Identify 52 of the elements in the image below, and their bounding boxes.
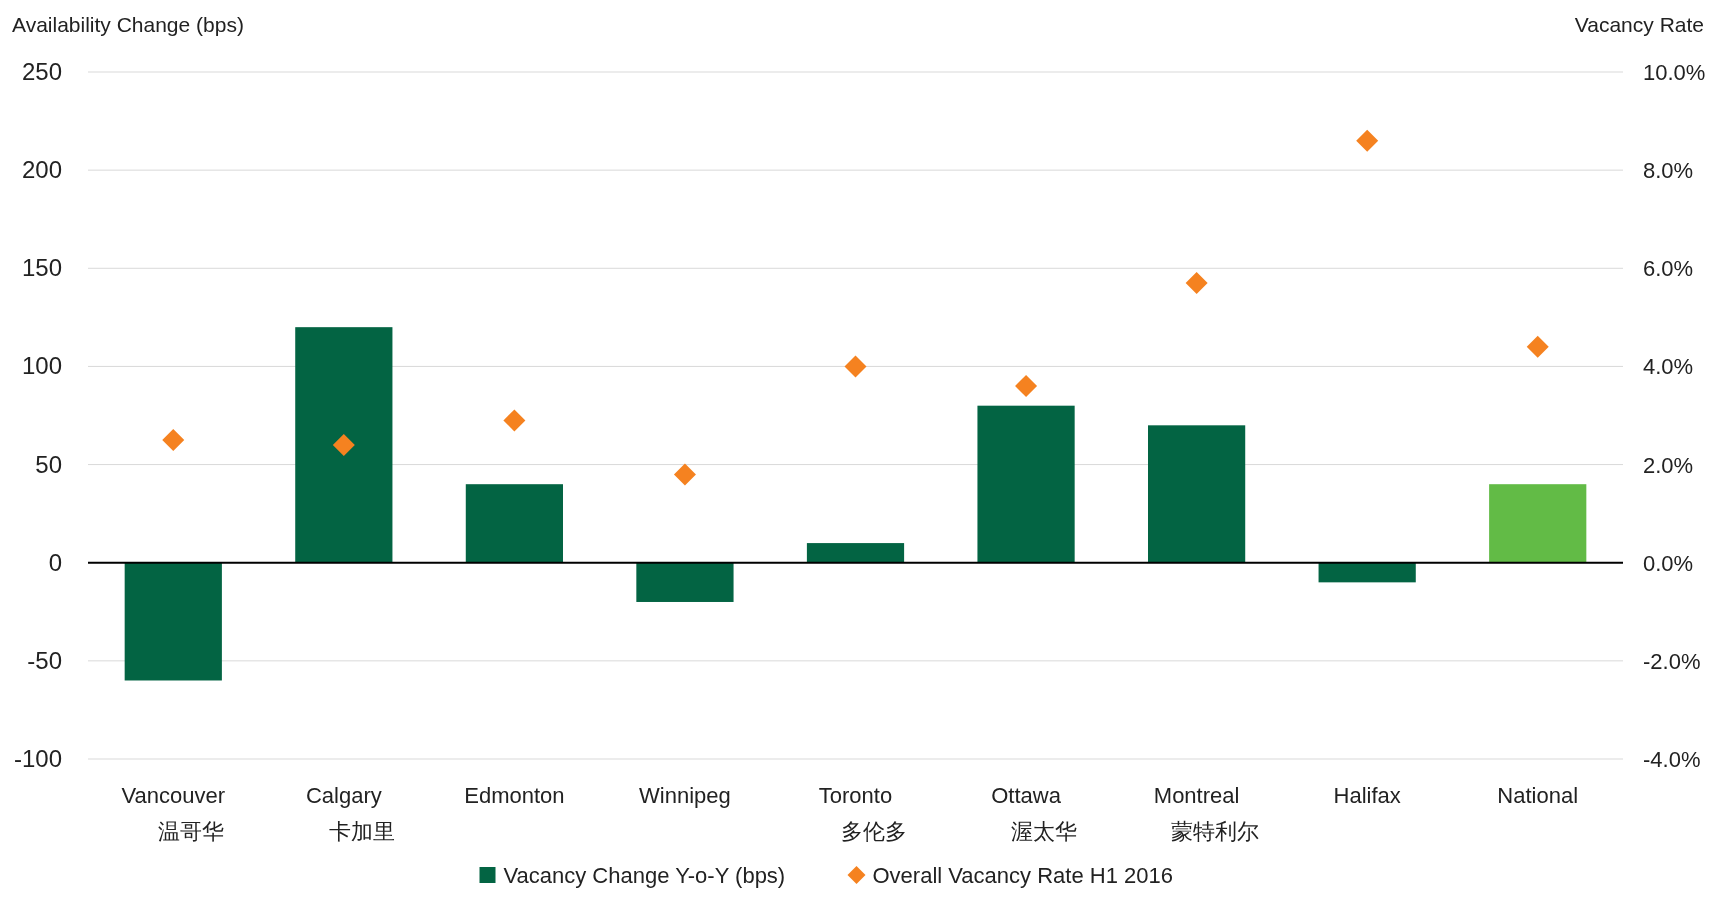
point xyxy=(1526,335,1549,358)
legend-label: Vacancy Change Y-o-Y (bps) xyxy=(503,863,786,888)
category: Ottawa xyxy=(991,783,1061,808)
bar xyxy=(295,327,393,563)
y2tick: 8.0% xyxy=(1643,158,1694,184)
y2label: Vacancy Rate xyxy=(1574,13,1704,36)
bar xyxy=(465,484,563,563)
ytick: 50 xyxy=(35,450,62,478)
category: Vancouver xyxy=(121,783,226,808)
point xyxy=(503,409,526,432)
bar xyxy=(977,405,1075,563)
ytick: 100 xyxy=(21,352,62,380)
bar xyxy=(1318,562,1416,583)
bar xyxy=(806,543,905,563)
y2tick: -4.0% xyxy=(1643,747,1701,772)
bar xyxy=(1148,425,1246,563)
y2tick: 6.0% xyxy=(1643,256,1694,282)
bar xyxy=(636,562,734,602)
ylabel: Availability Change (bps) xyxy=(12,13,244,36)
category: Montreal xyxy=(1153,783,1240,808)
y2tick: 10.0% xyxy=(1643,60,1706,85)
ytick: -50 xyxy=(27,646,62,674)
category: Toronto xyxy=(818,783,893,808)
ytick: -100 xyxy=(13,745,62,772)
category: 渥太华 xyxy=(1011,819,1078,844)
point xyxy=(162,429,185,452)
y2tick: 4.0% xyxy=(1643,354,1694,380)
category: 多伦多 xyxy=(840,819,907,844)
category: Calgary xyxy=(305,783,382,808)
category: 温哥华 xyxy=(158,819,225,844)
ytick: 250 xyxy=(21,58,62,85)
bar xyxy=(1489,484,1587,563)
point xyxy=(844,355,867,378)
category: 蒙特利尔 xyxy=(1170,819,1259,844)
point xyxy=(332,433,355,456)
ytick: 0 xyxy=(48,548,62,576)
y2tick: 2.0% xyxy=(1643,452,1694,478)
point xyxy=(1356,129,1379,152)
legend-label: Overall Vacancy Rate H1 2016 xyxy=(872,863,1173,888)
point xyxy=(1185,272,1208,295)
ytick: 200 xyxy=(21,156,62,184)
category: Winnipeg xyxy=(639,783,731,808)
ytick: 150 xyxy=(21,254,62,282)
category: 卡加里 xyxy=(328,819,395,844)
point xyxy=(1015,375,1038,398)
point xyxy=(673,463,696,486)
bar xyxy=(124,562,222,681)
category: Edmonton xyxy=(464,783,565,808)
category: Halifax xyxy=(1333,783,1401,808)
y2tick: 0.0% xyxy=(1643,550,1694,576)
y2tick: -2.0% xyxy=(1643,648,1701,674)
category: National xyxy=(1497,783,1579,808)
